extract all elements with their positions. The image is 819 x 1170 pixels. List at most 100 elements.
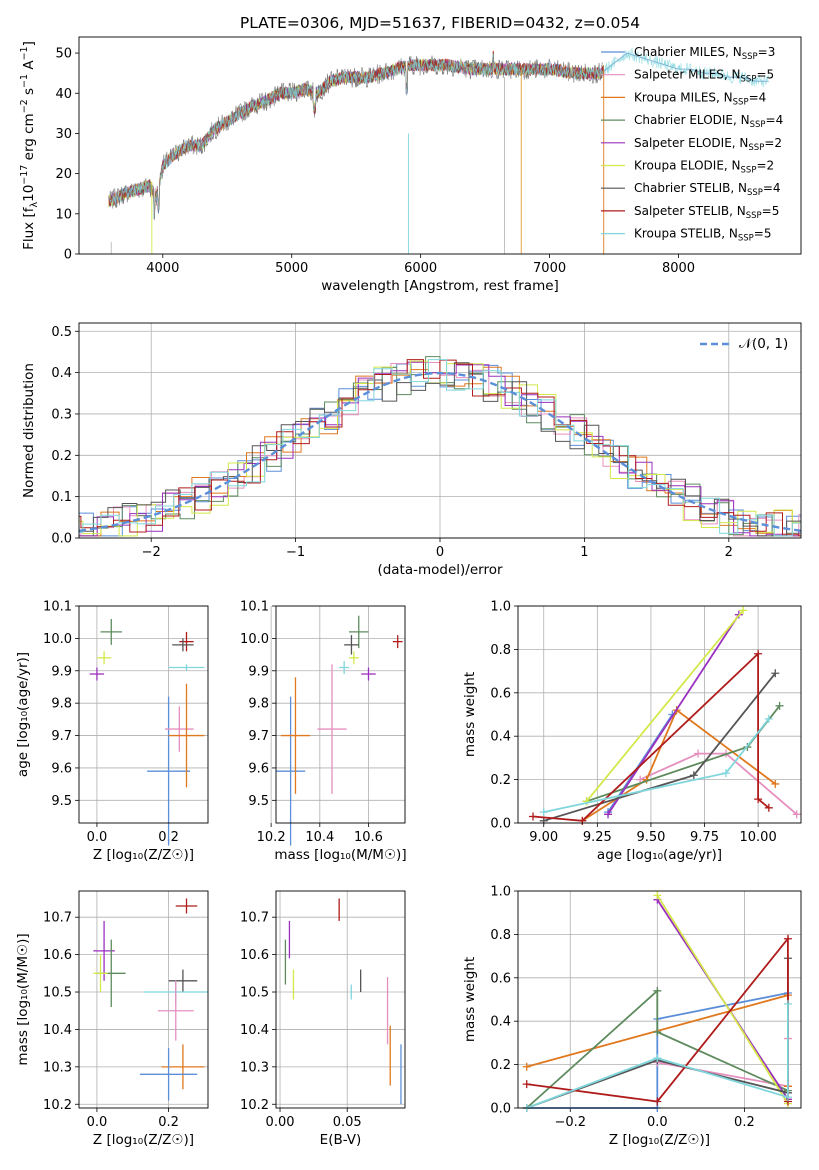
legend-eq: =5 <box>762 204 780 218</box>
legend-sub: SSP <box>741 75 757 85</box>
y-tick-label: 10.5 <box>43 986 72 1001</box>
x-tick-label: 10.2 <box>257 830 286 845</box>
y-tick-label: 10.2 <box>43 1098 72 1113</box>
x-tick-label: 10.00 <box>740 830 777 845</box>
y-tick-label: 10.1 <box>240 600 269 615</box>
legend-sub: SSP <box>746 211 762 221</box>
y-tick-label: 50 <box>55 47 72 62</box>
weight-marker <box>539 808 548 817</box>
weight-marker <box>739 606 748 615</box>
data-point <box>317 664 347 794</box>
spectrum-lines <box>108 47 770 254</box>
data-point <box>157 980 194 1041</box>
y-tick-label: 9.6 <box>51 761 72 776</box>
ylabel-part: ] <box>21 41 37 46</box>
weight-series-line <box>657 1038 789 1088</box>
data-point <box>168 969 198 993</box>
mass-vs-Z-ylabel: mass [log₁₀(M/M☉)] <box>15 933 31 1065</box>
y-tick-label: 9.6 <box>248 761 269 776</box>
data-point <box>96 651 112 665</box>
data-point <box>361 667 376 681</box>
data-point <box>349 651 359 665</box>
y-tick-label: 0.8 <box>490 928 511 943</box>
x-tick-label: 8000 <box>662 261 695 276</box>
x-tick-label: 6000 <box>404 261 437 276</box>
data-point <box>147 696 191 846</box>
mass-vs-Z-frame <box>78 890 209 1109</box>
gaussian-curve <box>79 371 801 532</box>
x-tick-label: 7000 <box>533 261 566 276</box>
x-tick-label: 0.00 <box>266 1115 295 1130</box>
ylabel-part: s <box>21 88 37 99</box>
weight-vs-Z-ylabel: mass weight <box>462 957 478 1042</box>
residuals-axes: −2 −1 0 1 2 0.0 0.1 0.2 0.3 0.4 0.5 <box>51 323 801 560</box>
legend-sub: SSP <box>747 188 763 198</box>
mass-vs-ebv-xlabel: E(B-V) <box>320 1132 362 1148</box>
x-tick-label: 9.50 <box>636 830 665 845</box>
age-vs-Z-ylabel: age [log₁₀(age/yr)] <box>15 652 31 777</box>
y-tick-label: 9.8 <box>51 697 72 712</box>
weight-series-line <box>526 1003 789 1109</box>
weight-series-line <box>607 614 740 815</box>
y-tick-label: 30 <box>55 127 72 142</box>
legend-label: Chabrier ELODIE, NSSP=4 <box>634 113 783 130</box>
legend-eq: =5 <box>754 227 772 241</box>
x-tick-label: 10.6 <box>354 830 383 845</box>
legend-sub: SSP <box>748 143 764 153</box>
y-tick-label: 0.0 <box>51 532 72 547</box>
y-tick-label: 10.0 <box>43 632 72 647</box>
weight-vs-Z-frame <box>517 890 802 1109</box>
data-point <box>280 677 311 794</box>
residual-histogram <box>79 362 801 537</box>
legend-sub: SSP <box>750 120 766 130</box>
legend-gaussian-label: 𝒩(0, 1) <box>739 336 788 352</box>
legend-sub: SSP <box>733 97 749 107</box>
weight-series-line <box>543 718 770 813</box>
residuals-hists <box>79 356 801 537</box>
y-tick-label: 9.7 <box>248 729 269 744</box>
y-tick-label: 0.2 <box>490 773 511 788</box>
weight-vs-age-xlabel: age [log₁₀(age/yr)] <box>597 847 722 863</box>
ylabel-part: −1 <box>19 46 30 60</box>
weight-vs-age-ylabel: mass weight <box>462 672 478 757</box>
data-point <box>172 638 194 652</box>
mass-vs-Z-xlabel: Z [log₁₀(Z/Z☉)] <box>93 1132 194 1148</box>
data-point <box>339 661 350 675</box>
y-tick-label: 10.0 <box>240 632 269 647</box>
y-tick-label: 0.8 <box>490 643 511 658</box>
y-tick-label: 10.5 <box>240 986 269 1001</box>
y-tick-label: 10.1 <box>43 600 72 615</box>
legend-sub: SSP <box>741 166 757 176</box>
y-tick-label: 10.3 <box>240 1060 269 1075</box>
data-point <box>344 635 359 655</box>
ylabel-part: −1 <box>19 74 30 88</box>
age-vs-Z-xlabel: Z [log₁₀(Z/Z☉)] <box>93 847 194 863</box>
spectrum-model-line <box>108 47 770 220</box>
legend-label: Kroupa MILES, NSSP=4 <box>634 90 766 107</box>
x-tick-label: 0.0 <box>647 1115 668 1130</box>
x-tick-label: 0.2 <box>158 1115 179 1130</box>
y-tick-label: 0.1 <box>51 490 72 505</box>
y-tick-label: 9.8 <box>248 697 269 712</box>
y-tick-label: 9.5 <box>51 794 72 809</box>
y-tick-label: 10.6 <box>240 948 269 963</box>
ylabel-part: Flux [f <box>21 206 37 250</box>
weight-marker <box>653 1028 662 1037</box>
data-point <box>139 1048 198 1101</box>
data-point <box>161 1044 205 1090</box>
y-tick-label: 10.3 <box>43 1060 72 1075</box>
legend-label: Chabrier STELIB, NSSP=4 <box>634 181 781 198</box>
legend-label: Kroupa STELIB, NSSP=5 <box>634 227 772 244</box>
y-tick-label: 0.3 <box>51 407 72 422</box>
y-tick-label: 10.7 <box>240 911 269 926</box>
weight-vs-Z-axes: −0.2 0.0 0.2 0.0 0.2 0.4 0.6 0.8 1.0 <box>490 885 801 1130</box>
spectrum-frame <box>78 36 802 255</box>
x-tick-label: 4000 <box>146 261 179 276</box>
x-tick-label: 9.00 <box>529 830 558 845</box>
x-tick-label: 0 <box>436 545 444 560</box>
ylabel-part: 10 <box>21 185 37 202</box>
data-point <box>89 667 105 681</box>
weight-marker <box>522 1062 531 1071</box>
data-point <box>168 664 205 671</box>
weight-marker <box>653 986 662 995</box>
